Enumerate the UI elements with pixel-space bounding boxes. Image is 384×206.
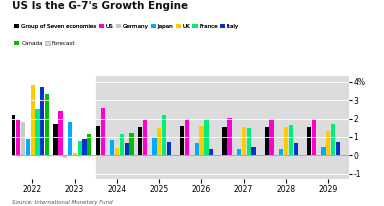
Bar [11,115,15,155]
Bar [87,134,91,155]
Bar [307,127,311,155]
Bar [289,125,293,155]
Bar [115,148,119,155]
Bar [284,127,288,155]
Bar [16,120,20,155]
Bar [63,155,67,158]
Bar [195,143,199,155]
Bar [204,120,209,155]
Bar [30,85,35,155]
Bar [331,124,335,155]
Bar [265,127,269,155]
Bar [252,147,256,155]
Bar [242,127,246,155]
Bar [73,153,77,155]
Bar [110,140,114,155]
Bar [312,118,316,155]
Bar [247,128,251,155]
Bar [326,131,331,155]
Bar [279,149,283,155]
Bar [294,143,298,155]
Text: US Is the G-7's Growth Engine: US Is the G-7's Growth Engine [12,1,188,11]
Bar [167,142,171,155]
Bar [199,126,204,155]
Bar [125,143,129,155]
Bar [83,139,87,155]
Bar [138,127,142,155]
Bar [336,142,340,155]
Bar [58,111,63,155]
Legend: Group of Seven economies, US, Germany, Japan, UK, France, Italy: Group of Seven economies, US, Germany, J… [14,25,239,29]
Bar [162,115,166,155]
Bar [68,122,72,155]
Bar [321,147,326,155]
Bar [129,133,134,155]
Bar [209,149,214,155]
Text: Source: International Monetary Fund: Source: International Monetary Fund [12,200,112,205]
Bar [143,120,147,155]
Bar [53,124,58,155]
Bar [270,118,274,155]
Bar [120,134,124,155]
Bar [40,87,45,155]
Bar [78,140,82,155]
Bar [227,118,232,155]
Bar [222,127,227,155]
Bar [96,126,100,155]
Bar [35,109,40,155]
Bar [96,76,349,179]
Bar [101,108,105,155]
Legend: Canada, Forecast: Canada, Forecast [14,41,75,46]
Bar [152,137,157,155]
Bar [185,118,189,155]
Bar [21,122,25,155]
Bar [26,139,30,155]
Bar [237,149,241,155]
Bar [45,94,49,155]
Bar [180,126,184,155]
Bar [157,128,162,155]
